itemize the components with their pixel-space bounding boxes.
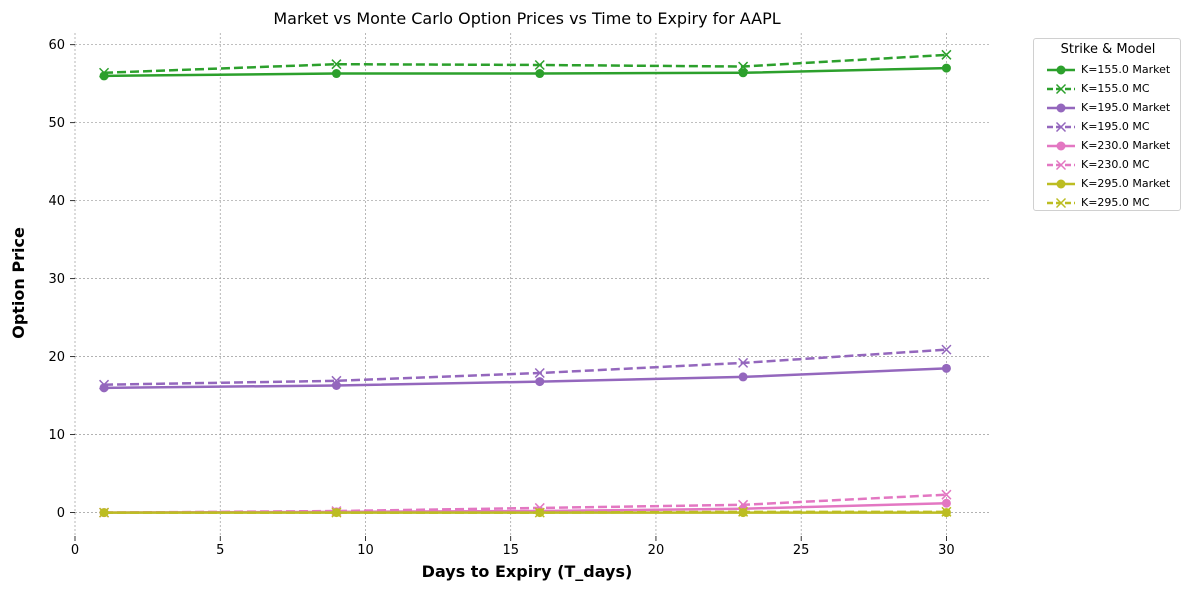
- y-tick-label: 40: [48, 194, 65, 209]
- axes: 0 5 10 15 20 25 30 0 10 20 30 40 50 60: [48, 38, 954, 558]
- legend-label: K=195.0 Market: [1081, 101, 1171, 114]
- legend-swatch: [1047, 103, 1075, 113]
- x-tick-label: 30: [938, 543, 955, 558]
- data-point: [941, 363, 951, 373]
- legend-item: K=230.0 MC: [1034, 156, 1182, 175]
- legend-item: K=195.0 Market: [1034, 99, 1182, 118]
- legend-swatch: [1047, 179, 1075, 189]
- y-tick-label: 10: [48, 428, 65, 443]
- legend-swatch: [1047, 83, 1075, 95]
- legend-label: K=155.0 MC: [1081, 82, 1150, 95]
- legend-swatch: [1047, 65, 1075, 75]
- series-k-155-0-market: [99, 63, 951, 81]
- legend-title: Strike & Model: [1060, 42, 1156, 57]
- legend-item: K=155.0 MC: [1034, 80, 1182, 99]
- y-tick-label: 30: [48, 272, 65, 287]
- legend-label: K=155.0 Market: [1081, 63, 1171, 76]
- data-point: [331, 380, 341, 390]
- legend-label: K=295.0 Market: [1081, 177, 1171, 190]
- y-tick-label: 20: [48, 350, 65, 365]
- data-point: [738, 372, 748, 382]
- legend-marker: [1055, 83, 1067, 95]
- series-line: [104, 348, 947, 386]
- legend-marker: [1056, 141, 1066, 151]
- data-point: [331, 507, 342, 518]
- data-point: [941, 498, 951, 508]
- legend-marker: [1055, 159, 1067, 171]
- x-axis-label: Days to Expiry (T_days): [422, 562, 633, 581]
- legend-label: K=295.0 MC: [1081, 196, 1150, 209]
- data-point: [331, 59, 342, 70]
- legend-marker: [1055, 197, 1067, 209]
- series-line: [104, 367, 947, 390]
- x-tick-label: 25: [793, 543, 810, 558]
- legend-swatch: [1047, 197, 1075, 209]
- data-point: [941, 506, 952, 517]
- y-tick-label: 60: [48, 38, 65, 53]
- series-k-155-0-mc: [99, 49, 952, 78]
- x-tick-label: 0: [71, 543, 79, 558]
- legend-item: K=155.0 Market: [1034, 61, 1182, 80]
- x-tick-label: 10: [357, 543, 374, 558]
- data-point: [738, 506, 749, 517]
- data-point: [738, 68, 748, 78]
- legend-item: K=295.0 MC: [1034, 194, 1182, 213]
- legend-label: K=230.0 Market: [1081, 139, 1171, 152]
- data-point: [331, 69, 341, 79]
- series-layer: [99, 49, 952, 518]
- data-point: [941, 63, 951, 73]
- y-tick-label: 50: [48, 116, 65, 131]
- x-tick-label: 20: [648, 543, 665, 558]
- y-tick-label: 0: [57, 506, 65, 521]
- data-point: [941, 344, 952, 355]
- legend-swatch: [1047, 159, 1075, 171]
- data-point: [534, 59, 545, 71]
- data-point: [99, 507, 110, 518]
- data-point: [534, 507, 545, 518]
- data-point: [534, 367, 545, 379]
- series-k-195-0-mc: [99, 344, 952, 390]
- legend-marker: [1055, 121, 1067, 133]
- legend-item: K=230.0 Market: [1034, 137, 1182, 156]
- legend-swatch: [1047, 121, 1075, 133]
- data-point: [535, 69, 545, 79]
- legend-label: K=230.0 MC: [1081, 158, 1150, 171]
- x-tick-label: 15: [502, 543, 519, 558]
- legend-swatch: [1047, 141, 1075, 151]
- series-k-295-0-mc: [99, 506, 952, 518]
- series-k-195-0-market: [99, 363, 951, 393]
- legend-marker: [1056, 65, 1066, 75]
- legend-label: K=195.0 MC: [1081, 120, 1150, 133]
- legend: Strike & Model K=155.0 Market K=155.0 MC K…: [1033, 38, 1181, 211]
- legend-item: K=195.0 MC: [1034, 118, 1182, 137]
- data-point: [738, 357, 749, 368]
- y-axis-label: Option Price: [9, 227, 28, 339]
- x-tick-label: 5: [216, 543, 224, 558]
- legend-marker: [1056, 103, 1066, 113]
- chart-title: Market vs Monte Carlo Option Prices vs T…: [273, 9, 780, 28]
- legend-marker: [1056, 179, 1066, 189]
- data-point: [99, 67, 110, 78]
- data-point: [331, 375, 342, 386]
- legend-item: K=295.0 Market: [1034, 175, 1182, 194]
- data-point: [941, 49, 952, 60]
- data-point: [941, 489, 952, 500]
- data-point: [99, 379, 110, 390]
- data-point: [535, 377, 545, 387]
- data-point: [738, 61, 749, 72]
- series-line: [104, 66, 947, 78]
- grid: [74, 33, 990, 536]
